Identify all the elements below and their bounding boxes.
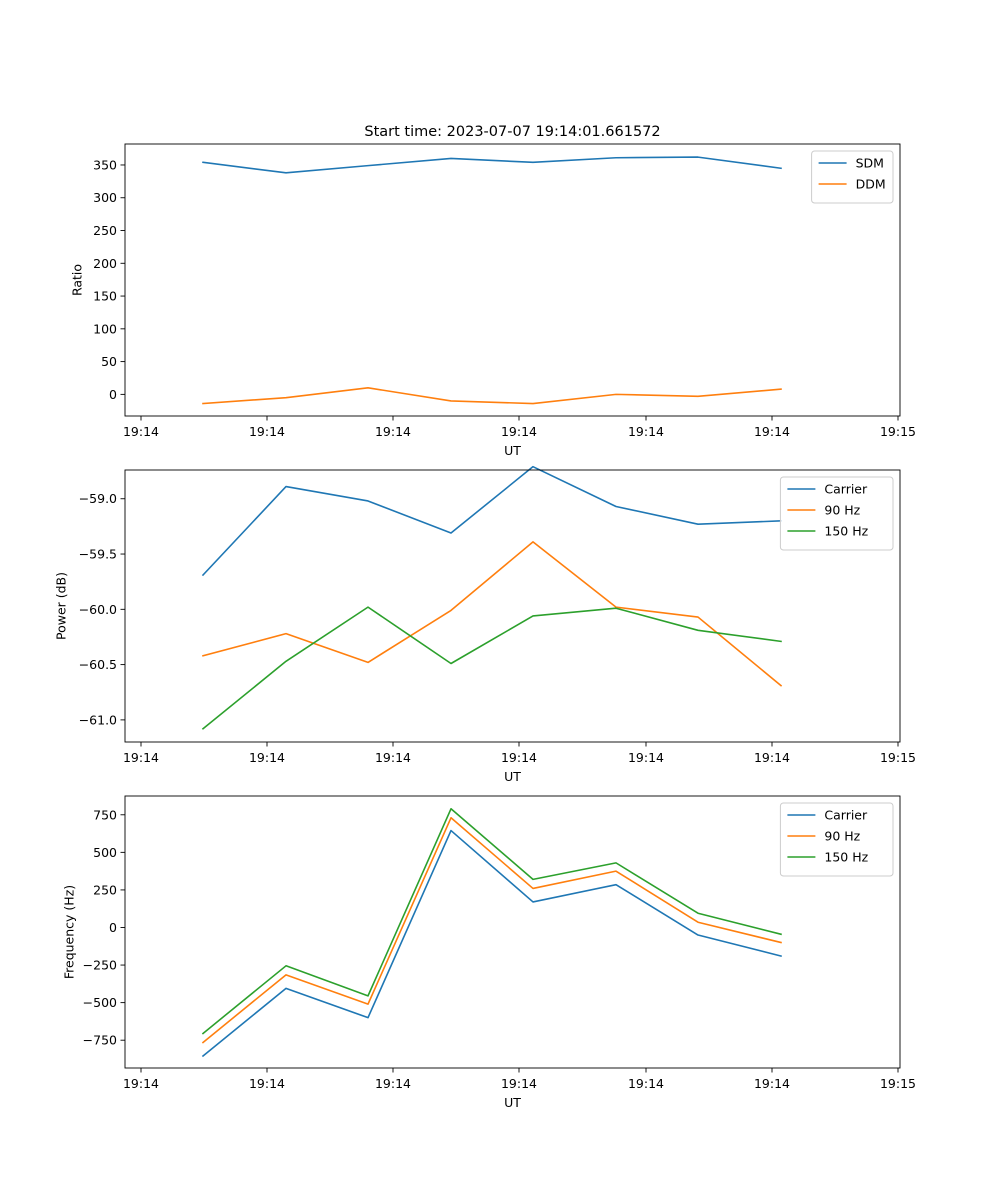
- chart0-legend: SDM DDM: [811, 150, 894, 204]
- chart1: 19:14 19:14 19:14 19:14 19:14 19:14 19:15 UT −61…: [54, 465, 916, 784]
- chart2-x-tick-label: 19:14: [375, 1076, 411, 1091]
- chart0-y-tick-label: 100: [93, 321, 117, 336]
- chart0-legend-box: [811, 150, 894, 204]
- chart2-x-tick-label: 19:14: [628, 1076, 664, 1091]
- chart1-series-150-hz-line: [201, 606, 782, 730]
- chart2-axes-frame: [124, 795, 901, 1069]
- chart2-legend-label-90-hz: 90 Hz: [824, 829, 860, 844]
- chart0-x-tick-label: 19:14: [501, 424, 537, 439]
- chart1-x-tick-label: 19:14: [501, 750, 537, 765]
- chart2-y-tick-label: 750: [93, 807, 117, 822]
- chart2-y-tick-label: 0: [109, 920, 117, 935]
- chart0-x-tick-label: 19:15: [880, 424, 916, 439]
- chart0-x-tick-label: 19:14: [123, 424, 159, 439]
- chart1-x-tick-label: 19:15: [880, 750, 916, 765]
- chart2-y-tick-label: 500: [93, 845, 117, 860]
- chart0-x-tick-label: 19:14: [628, 424, 664, 439]
- chart1-x-tick-label: 19:14: [628, 750, 664, 765]
- chart2-x-axis-label: UT: [504, 1095, 521, 1110]
- chart1-x-tick-label: 19:14: [754, 750, 790, 765]
- chart0-y-axis-label: Ratio: [69, 264, 84, 296]
- chart2-x-tick-label: 19:14: [249, 1076, 285, 1091]
- chart2-legend-label-carrier: Carrier: [824, 808, 868, 823]
- chart0-x-tick-label: 19:14: [754, 424, 790, 439]
- chart1-y-axis-label: Power (dB): [54, 572, 69, 640]
- chart0-x-tick-label: 19:14: [375, 424, 411, 439]
- chart0-y-tick-label: 150: [93, 289, 117, 304]
- chart0-legend-label-ddm: DDM: [856, 177, 886, 192]
- chart0-y-tick-label: 350: [93, 157, 117, 172]
- chart0-y-tick-label: 250: [93, 223, 117, 238]
- chart2-series-carrier-line: [201, 829, 782, 1058]
- chart2: 19:14 19:14 19:14 19:14 19:14 19:14 19:15 UT −75…: [61, 795, 916, 1110]
- chart1-legend-label-150-hz: 150 Hz: [824, 524, 868, 539]
- chart2-x-tick-label: 19:15: [880, 1076, 916, 1091]
- chart0-y-tick-label: 0: [109, 387, 117, 402]
- chart2-x-tick-label: 19:14: [501, 1076, 537, 1091]
- chart1-series-90-hz-line: [202, 541, 783, 687]
- chart1-legend-label-90-hz: 90 Hz: [824, 503, 860, 518]
- chart1-x-tick-label: 19:14: [249, 750, 285, 765]
- chart0-legend-label-sdm: SDM: [856, 156, 884, 171]
- chart2-y-axis-label: Frequency (Hz): [61, 885, 76, 979]
- chart2-legend: Carrier 90 Hz 150 Hz: [779, 802, 894, 877]
- chart1-y-tick-label: −60.5: [79, 657, 117, 672]
- chart1-x-tick-label: 19:14: [375, 750, 411, 765]
- chart0-x-tick-label: 19:14: [249, 424, 285, 439]
- chart1-legend-label-carrier: Carrier: [824, 482, 868, 497]
- chart2-y-tick-label: −750: [83, 1033, 117, 1048]
- chart1-x-tick-label: 19:14: [123, 750, 159, 765]
- chart0-series-ddm-line: [202, 387, 782, 405]
- chart1-axes-frame: [124, 469, 901, 743]
- chart0-x-axis-label: UT: [504, 443, 521, 458]
- chart1-y-tick-label: −59.5: [79, 547, 117, 562]
- chart1-y-tick-label: −59.0: [79, 491, 117, 506]
- chart0-y-tick-label: 300: [93, 190, 117, 205]
- chart1-y-tick-label: −61.0: [79, 712, 117, 727]
- chart0-series-sdm-line: [202, 156, 782, 174]
- chart1-y-tick-label: −60.0: [79, 602, 117, 617]
- chart0-y-tick-label: 50: [101, 354, 117, 369]
- chart2-series-90-hz-line: [201, 816, 782, 1044]
- chart1-x-axis-label: UT: [504, 769, 521, 784]
- chart0: Start time: 2023-07-07 19:14:01.661572 19…: [69, 124, 916, 458]
- chart2-legend-label-150-hz: 150 Hz: [824, 850, 868, 865]
- chart2-y-tick-label: 250: [93, 882, 117, 897]
- chart0-y-tick-label: 200: [93, 256, 117, 271]
- chart2-y-tick-label: −250: [83, 958, 117, 973]
- chart2-x-tick-label: 19:14: [754, 1076, 790, 1091]
- chart1-series-carrier-line: [201, 465, 782, 577]
- chart0-axes-frame: [124, 143, 901, 417]
- chart1-legend: Carrier 90 Hz 150 Hz: [779, 476, 894, 551]
- chart2-x-tick-label: 19:14: [123, 1076, 159, 1091]
- chart2-y-tick-label: −500: [83, 995, 117, 1010]
- chart0-title: Start time: 2023-07-07 19:14:01.661572: [364, 124, 660, 140]
- chart2-series-150-hz-line: [201, 807, 782, 1035]
